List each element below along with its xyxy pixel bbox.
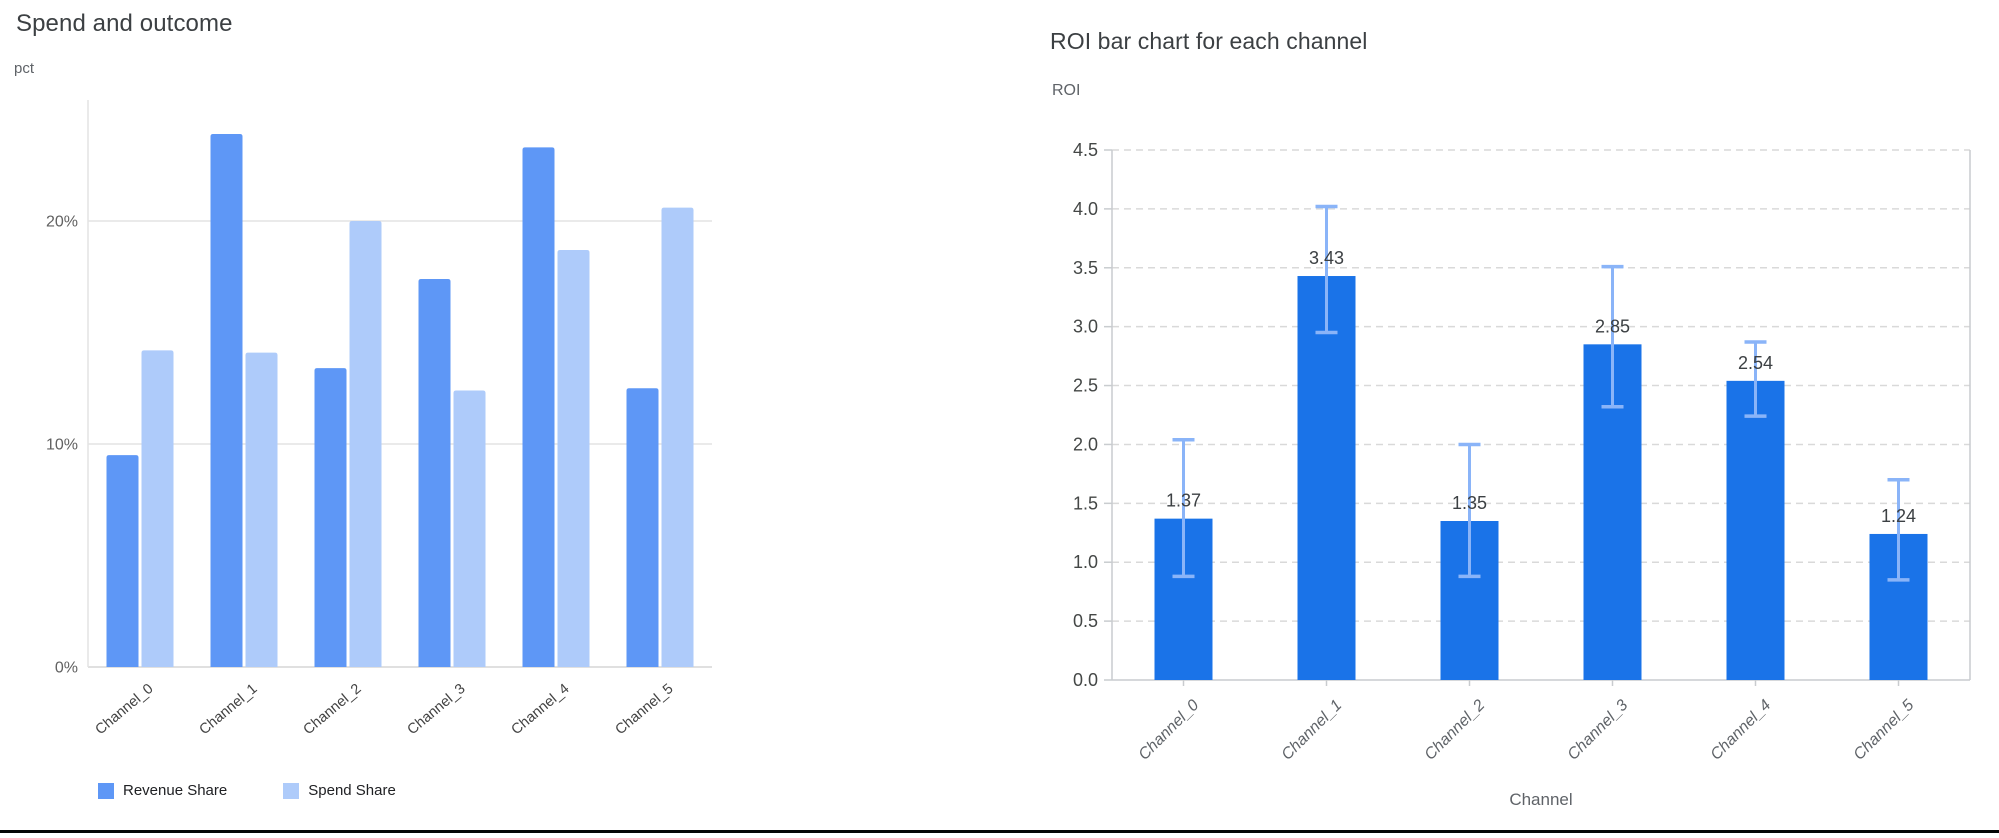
right-chart-title: ROI bar chart for each channel (1050, 28, 1368, 54)
roi-bar-channel_1[interactable] (1297, 276, 1356, 680)
y-tick-label: 3.5 (1073, 258, 1098, 278)
y-tick-label: 4.5 (1073, 140, 1098, 160)
spend-share-bar-channel_5[interactable] (661, 207, 694, 667)
revenue-share-bar-channel_5[interactable] (626, 388, 659, 667)
legend-item-spend-share[interactable]: Spend Share (283, 782, 396, 799)
x-tick-label: Channel_4 (1708, 697, 1775, 764)
left-chart-legend: Revenue Share Spend Share (98, 782, 396, 799)
x-tick-label: Channel_0 (93, 681, 157, 738)
y-tick-label: 2.0 (1073, 434, 1098, 454)
spend-share-bar-channel_1[interactable] (245, 352, 278, 667)
right-chart-y-unit-label: ROI (1052, 82, 1081, 99)
x-axis-title: Channel (1509, 790, 1572, 809)
x-tick-label: Channel_2 (301, 681, 365, 738)
bar-value-label: 1.24 (1881, 506, 1916, 526)
legend-label: Spend Share (308, 782, 396, 799)
bar-value-label: 3.43 (1309, 248, 1344, 268)
spend-share-bar-channel_2[interactable] (349, 221, 382, 667)
roi-error-bar-chart: 0.0 0.5 1.0 1.5 2.0 2.5 3.0 3.5 4.0 4.5 1.37 Channe… (1073, 140, 1971, 809)
legend-swatch (98, 782, 114, 799)
y-tick-label: 1.5 (1073, 493, 1098, 513)
y-tick-label: 4.0 (1073, 199, 1098, 219)
bar-value-label: 2.54 (1738, 353, 1773, 373)
x-tick-label: Channel_1 (1279, 697, 1346, 764)
left-chart-title: Spend and outcome (16, 10, 233, 37)
roi-bar-channel_4[interactable] (1726, 380, 1785, 680)
spend-outcome-grouped-bar-chart: 0% 10% 20% Channel_0 Channel_1 Channel_2 Chann… (46, 100, 712, 738)
divider-line (0, 830, 1999, 833)
y-tick-label: 1.0 (1073, 552, 1098, 572)
legend-label: Revenue Share (123, 782, 228, 799)
left-chart-y-unit-label: pct (14, 60, 35, 77)
y-tick-label: 0.5 (1073, 611, 1098, 631)
y-tick-label: 0% (55, 660, 78, 677)
revenue-share-bar-channel_1[interactable] (210, 134, 243, 667)
revenue-share-bar-channel_4[interactable] (522, 147, 555, 667)
bar-value-label: 2.85 (1595, 316, 1630, 336)
y-tick-label: 20% (46, 214, 78, 231)
x-tick-label: Channel_1 (197, 681, 261, 738)
y-tick-label: 0.0 (1073, 670, 1098, 690)
x-tick-label: Channel_4 (509, 681, 573, 738)
x-tick-label: Channel_0 (1136, 697, 1203, 764)
x-tick-label: Channel_2 (1422, 697, 1489, 764)
spend-share-bar-channel_0[interactable] (141, 350, 174, 667)
y-tick-label: 10% (46, 437, 78, 454)
y-tick-label: 2.5 (1073, 376, 1098, 396)
revenue-share-bar-channel_2[interactable] (314, 368, 347, 667)
x-tick-label: Channel_3 (1565, 697, 1632, 764)
bar-value-label: 1.37 (1166, 491, 1201, 511)
spend-share-bar-channel_4[interactable] (557, 249, 590, 668)
x-tick-label: Channel_5 (613, 681, 677, 738)
x-tick-label: Channel_5 (1851, 697, 1918, 764)
revenue-share-bar-channel_3[interactable] (418, 278, 451, 667)
bar-value-label: 1.35 (1452, 493, 1487, 513)
y-tick-label: 3.0 (1073, 317, 1098, 337)
x-tick-label: Channel_3 (405, 681, 469, 738)
legend-item-revenue-share[interactable]: Revenue Share (98, 782, 227, 799)
spend-share-bar-channel_3[interactable] (453, 390, 486, 667)
revenue-share-bar-channel_0[interactable] (106, 455, 139, 667)
legend-swatch (283, 782, 300, 799)
